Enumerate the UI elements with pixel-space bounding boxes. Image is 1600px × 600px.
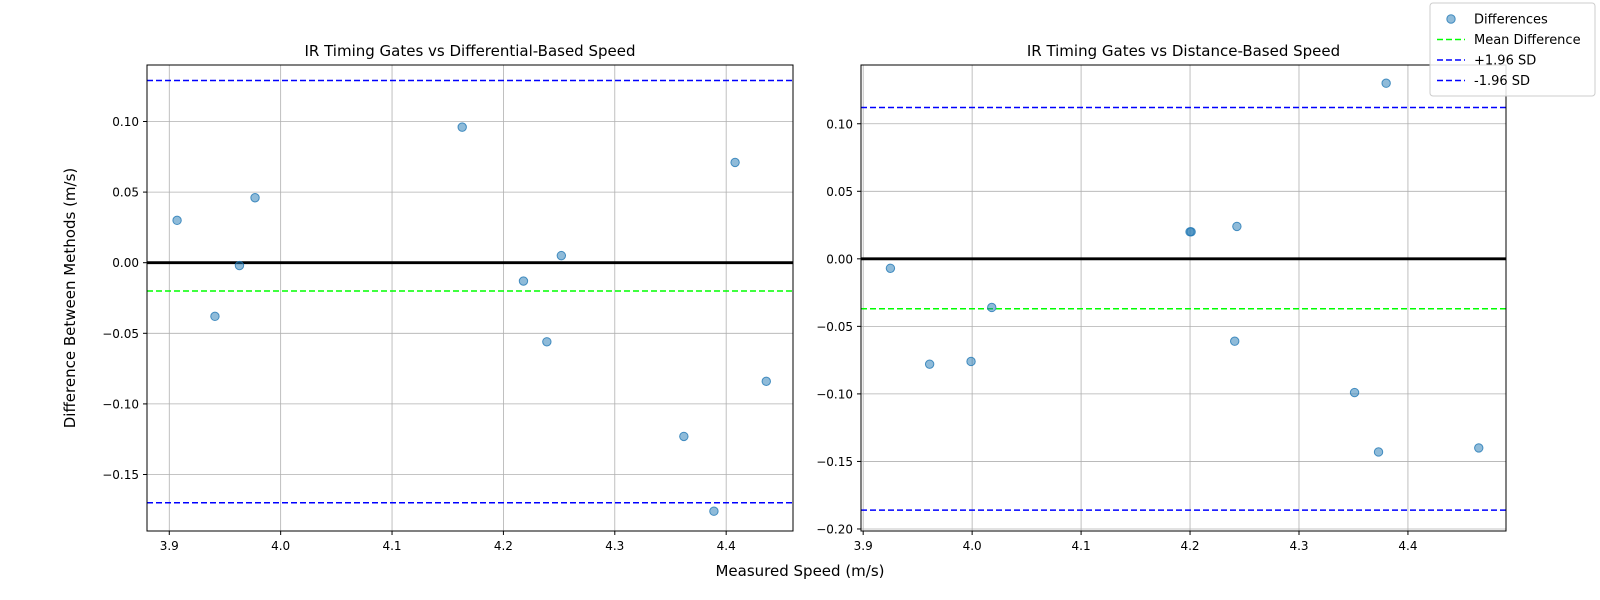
x-tick-label: 3.9 xyxy=(160,539,179,553)
right-panel: 3.9 4.0 4.1 4.2 4.3 4.4 −0.20 −0.15 −0.10 −0.05 0.… xyxy=(816,42,1507,553)
y-tick-label: 0.00 xyxy=(826,252,853,266)
data-point xyxy=(518,276,529,286)
data-point xyxy=(172,215,182,226)
y-tick-label: 0.10 xyxy=(826,117,853,131)
data-point xyxy=(709,506,719,516)
data-point xyxy=(1349,387,1360,398)
x-tick-label: 4.3 xyxy=(1289,539,1308,553)
data-point xyxy=(987,302,997,313)
legend-frame xyxy=(1429,2,1596,97)
legend-label: Mean Difference xyxy=(1474,33,1581,48)
data-point xyxy=(1232,221,1242,232)
y-tick-label: −0.10 xyxy=(102,397,139,411)
axes-frame xyxy=(146,64,794,532)
x-tick-label: 4.2 xyxy=(494,539,513,553)
chart-title: IR Timing Gates vs Distance-Based Speed xyxy=(1027,42,1340,60)
x-tick-label: 3.9 xyxy=(854,539,873,553)
axes-frame xyxy=(860,64,1507,532)
x-tick-label: 4.1 xyxy=(1072,539,1091,553)
x-tick-label: 4.4 xyxy=(717,539,736,553)
y-tick-label: −0.05 xyxy=(102,327,139,341)
data-point xyxy=(1230,336,1240,346)
y-tick-label: −0.10 xyxy=(816,387,853,401)
legend-label: Differences xyxy=(1474,13,1548,28)
data-point xyxy=(1474,443,1484,453)
x-axis-label: Measured Speed (m/s) xyxy=(715,562,884,580)
data-point xyxy=(885,263,896,273)
data-point xyxy=(234,260,245,271)
legend-label: +1.96 SD xyxy=(1474,54,1536,69)
chart-title: IR Timing Gates vs Differential-Based Sp… xyxy=(304,42,635,60)
data-point xyxy=(210,311,220,322)
y-tick-label: 0.10 xyxy=(112,115,139,129)
x-tick-label: 4.0 xyxy=(271,539,290,553)
data-point xyxy=(556,250,567,261)
legend-label: -1.96 SD xyxy=(1474,74,1530,89)
y-tick-label: 0.05 xyxy=(112,186,139,200)
data-point xyxy=(924,359,935,369)
x-tick-label: 4.3 xyxy=(605,539,624,553)
legend-marker-differences xyxy=(1446,14,1456,24)
data-point xyxy=(761,376,771,387)
data-point xyxy=(542,337,552,347)
y-tick-label: 0.05 xyxy=(826,185,853,199)
data-point xyxy=(1381,78,1391,88)
y-tick-label: −0.15 xyxy=(816,455,853,469)
data-point xyxy=(679,431,689,442)
data-point xyxy=(1373,447,1384,457)
y-axis-label: Difference Between Methods (m/s) xyxy=(61,168,79,429)
data-point xyxy=(457,122,467,132)
x-tick-label: 4.1 xyxy=(382,539,401,553)
y-tick-label: −0.15 xyxy=(102,468,139,482)
data-point xyxy=(730,157,740,168)
left-panel: 3.9 4.0 4.1 4.2 4.3 4.4 −0.15 −0.10 −0.05 0.00 0.0… xyxy=(102,42,794,553)
legend: Differences Mean Difference +1.96 SD -1.96 … xyxy=(1429,2,1596,97)
data-point xyxy=(1186,227,1196,237)
y-tick-label: 0.00 xyxy=(112,256,139,270)
data-point xyxy=(250,193,260,203)
data-point xyxy=(966,356,976,367)
y-tick-label: −0.05 xyxy=(816,320,853,334)
x-tick-label: 4.0 xyxy=(963,539,982,553)
y-tick-label: −0.20 xyxy=(816,522,853,536)
x-tick-label: 4.2 xyxy=(1180,539,1199,553)
x-tick-label: 4.4 xyxy=(1398,539,1417,553)
